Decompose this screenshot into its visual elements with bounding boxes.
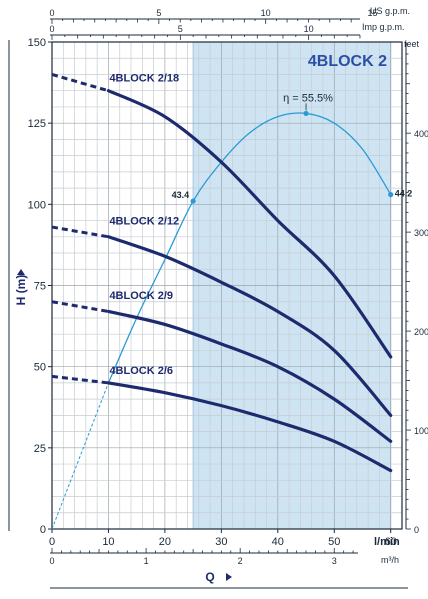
left-axis-tick-label: 100 bbox=[28, 199, 46, 211]
bottom-secondary-tick-label: 3 bbox=[332, 556, 337, 566]
series-line-3 bbox=[106, 309, 393, 443]
right-axis-tick-label: 100 bbox=[414, 426, 428, 436]
series-label-1: 4BLOCK 2/18 bbox=[109, 73, 179, 85]
series-label-3: 4BLOCK 2/9 bbox=[109, 290, 173, 302]
chart-title: 4BLOCK 2 bbox=[308, 53, 387, 70]
right-axis-tick-label: 200 bbox=[414, 327, 428, 337]
top-imp-tick-label: 5 bbox=[178, 24, 183, 34]
top-imp-tick-label: 0 bbox=[49, 24, 54, 34]
right-axis-tick-label: 400 bbox=[414, 129, 428, 139]
bottom-axis-tick-label: 40 bbox=[272, 536, 284, 548]
y-axis-title-arrow-icon bbox=[17, 269, 25, 275]
y-axis-title: H (m) bbox=[14, 275, 28, 306]
left-axis-tick-label: 150 bbox=[28, 37, 46, 49]
x-axis-title-arrow-icon bbox=[226, 573, 232, 581]
left-axis-tick-label: 50 bbox=[34, 362, 46, 374]
series-label-2: 4BLOCK 2/12 bbox=[109, 216, 179, 228]
right-axis: 0 100 200 300 400 bbox=[405, 42, 428, 535]
left-axis-tick-label: 75 bbox=[34, 281, 46, 293]
bottom-secondary-tick-label: 0 bbox=[49, 556, 54, 566]
top-us-tick-label: 15 bbox=[368, 8, 378, 18]
right-axis-tick-label: 300 bbox=[414, 228, 428, 238]
left-axis-tick-label: 0 bbox=[40, 524, 46, 536]
efficiency-peak-point bbox=[303, 110, 309, 117]
bottom-axis-tick-label: 0 bbox=[49, 536, 55, 548]
top-us-tick-label: 0 bbox=[49, 8, 54, 18]
efficiency-marker bbox=[190, 198, 196, 204]
efficiency-marker-label: 43.4 bbox=[172, 190, 190, 200]
top-us-tick-label: 5 bbox=[156, 8, 161, 18]
bottom-secondary-tick-label: 2 bbox=[238, 556, 243, 566]
left-axis-tick-label: 125 bbox=[28, 118, 46, 130]
bottom-axis-tick-label: 10 bbox=[102, 536, 114, 548]
top-us-unit: US g.p.m. bbox=[370, 6, 410, 16]
series-line-2 bbox=[106, 235, 393, 417]
bottom-axis-tick-label: 50 bbox=[328, 536, 340, 548]
efficiency-label: η = 55.5% bbox=[283, 92, 333, 104]
right-axis-unit: feet bbox=[404, 39, 420, 49]
top-imp-tick-label: 10 bbox=[304, 24, 314, 34]
series-line-1 bbox=[106, 89, 393, 359]
efficiency-curve-dashed bbox=[51, 382, 109, 530]
efficiency-marker bbox=[388, 191, 394, 198]
x-axis-title: Q bbox=[205, 570, 214, 584]
bottom-secondary-axis: 0 1 2 3 m³/h bbox=[49, 548, 399, 566]
efficiency-curve bbox=[107, 112, 392, 384]
bottom-axis-tick-label: 60 bbox=[385, 536, 397, 548]
series-label-4: 4BLOCK 2/6 bbox=[109, 365, 173, 377]
right-axis-tick-label: 0 bbox=[414, 525, 419, 535]
bottom-axis-tick-label: 20 bbox=[159, 536, 171, 548]
bottom-axis-tick-label: 30 bbox=[215, 536, 227, 548]
left-axis-tick-label: 25 bbox=[34, 443, 46, 455]
efficiency-marker-label: 44.2 bbox=[395, 189, 413, 199]
bottom-axis-unit: l/min bbox=[374, 536, 400, 548]
top-us-tick-label: 10 bbox=[261, 8, 271, 18]
series-line-4 bbox=[106, 381, 393, 473]
top-imp-unit: Imp g.p.m. bbox=[362, 22, 405, 32]
bottom-secondary-unit: m³/h bbox=[381, 555, 399, 565]
bottom-secondary-tick-label: 1 bbox=[144, 556, 149, 566]
